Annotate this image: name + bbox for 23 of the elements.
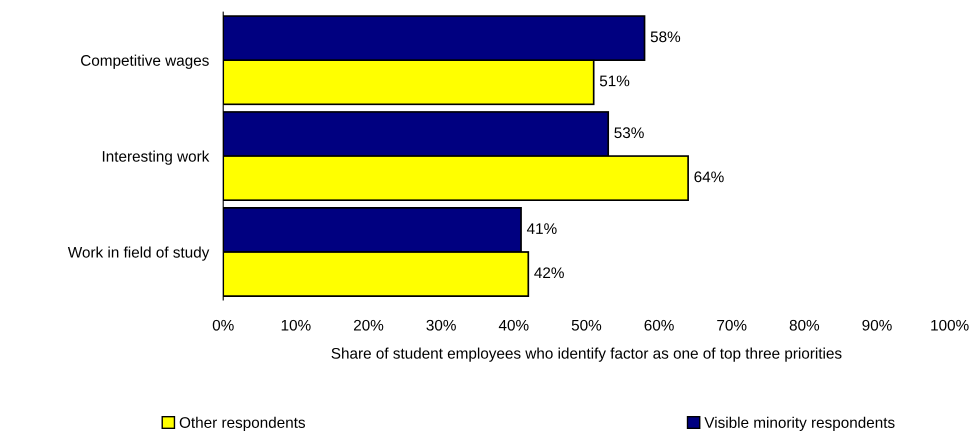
data-label: 51%	[600, 76, 630, 86]
x-tick-label: 80%	[790, 320, 820, 331]
x-tick-label: 60%	[644, 320, 674, 331]
x-tick-label: 50%	[572, 320, 602, 331]
x-tick-label: 40%	[498, 320, 529, 331]
data-label: 64%	[694, 171, 724, 182]
data-label: 58%	[650, 31, 680, 42]
x-tick-label: 70%	[717, 320, 746, 331]
x-tick-label: 10%	[282, 320, 311, 331]
data-label: 42%	[534, 267, 564, 278]
legend-label: Visible minority respondents	[704, 416, 895, 431]
x-tick-label: 30%	[426, 320, 456, 331]
y-tick-label: Interesting work	[102, 150, 210, 165]
y-tick-label: Competitive wages	[81, 54, 209, 69]
x-tick-label: 100%	[931, 320, 969, 331]
x-tick-label: 90%	[862, 320, 892, 331]
y-tick-label: Work in field of study	[68, 246, 210, 261]
data-label: 53%	[614, 127, 644, 138]
x-tick-label: 0%	[212, 320, 234, 331]
legend-label: Other respondents	[180, 416, 306, 431]
x-axis-title: Share of student employees who identify factor as one of top three priorities	[332, 348, 842, 362]
data-label: 41%	[526, 223, 557, 234]
x-tick-label: 20%	[354, 320, 384, 331]
